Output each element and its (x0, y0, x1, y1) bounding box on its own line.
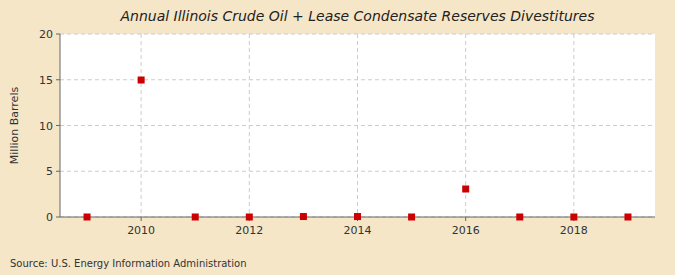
y-axis-label: Million Barrels (8, 87, 21, 165)
grid-line (249, 34, 250, 217)
y-tick (56, 217, 60, 218)
y-tick (56, 34, 60, 35)
point (570, 214, 577, 221)
point (138, 77, 145, 84)
x-tick-label: 2012 (235, 224, 263, 237)
y-tick-label: 10 (39, 120, 53, 133)
y-tick-label: 5 (46, 165, 53, 178)
source-annotation: Source: U.S. Energy Information Administ… (10, 258, 247, 269)
x-tick-label: 2016 (452, 224, 480, 237)
point (624, 214, 631, 221)
x-tick (141, 217, 142, 221)
grid-line (141, 34, 142, 217)
title: Annual Illinois Crude Oil + Lease Conden… (119, 8, 594, 24)
x-tick-label: 2014 (344, 224, 372, 237)
points (84, 77, 632, 221)
point (300, 213, 307, 220)
grid-line (573, 34, 574, 217)
point (354, 213, 361, 220)
y-tick-label: 15 (39, 74, 53, 87)
grid (60, 34, 655, 217)
y-tick (56, 79, 60, 80)
point (192, 214, 199, 221)
y-tick-label: 0 (46, 211, 53, 224)
grid-line (357, 34, 358, 217)
y-tick-label: 20 (39, 28, 53, 41)
point (408, 214, 415, 221)
point (462, 186, 469, 193)
x-tick-label: 2018 (560, 224, 588, 237)
x-tick-label: 2010 (127, 224, 155, 237)
x-tick (465, 217, 466, 221)
chart: 2010 2012 2014 2016 2018 0 5 10 15 20 Annual Illin… (0, 0, 675, 275)
background (0, 0, 675, 275)
plot-area (60, 34, 655, 217)
point (516, 214, 523, 221)
axes: 2010 2012 2014 2016 2018 0 5 10 15 20 (39, 28, 655, 237)
point (84, 214, 91, 221)
y-tick (56, 171, 60, 172)
y-tick (56, 125, 60, 126)
point (246, 214, 253, 221)
